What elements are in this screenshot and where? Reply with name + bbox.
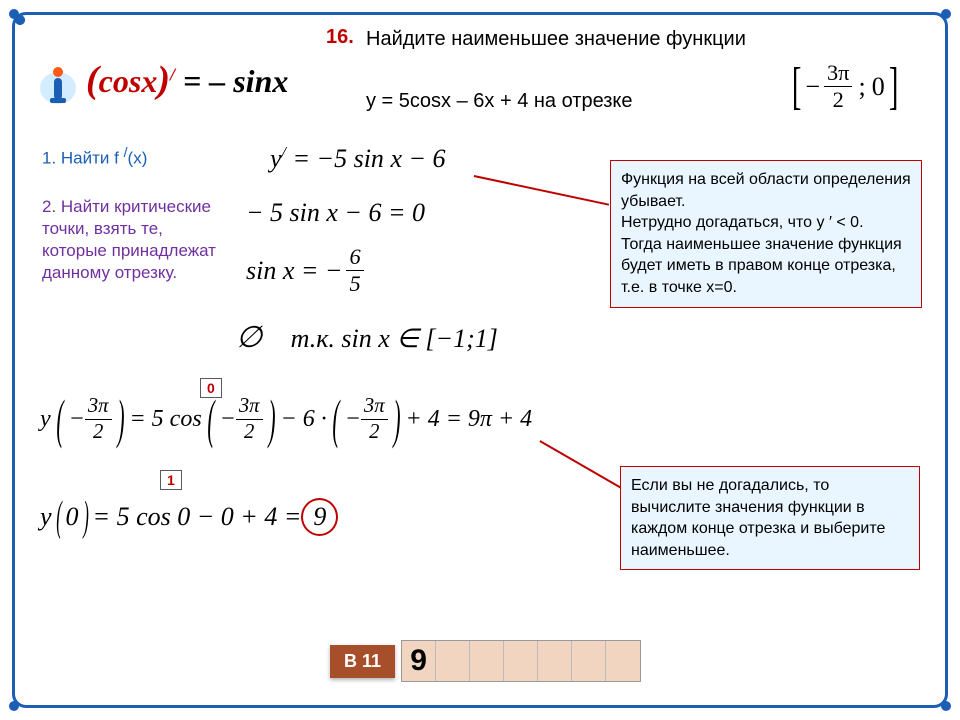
answer-cell-7[interactable] [606,641,640,681]
answer-cell-2[interactable] [436,641,470,681]
eq-zero: − 5 sin x − 6 = 0 [246,198,425,228]
derivative-rule: (cosx)/ = – sinx [86,58,288,102]
task-formula: у = 5cosx – 6x + 4 на отрезке [366,90,633,113]
tag-one: 1 [160,470,182,490]
explanation-box-1: Функция на всей области определения убыв… [610,160,922,308]
answer-cell-1[interactable]: 9 [402,641,436,681]
eq-emptyset: ∅ т.к. sin x ∈ [−1;1] [236,320,498,355]
answer-cells[interactable]: 9 [401,640,641,682]
eq-sinx: sin x = − 65 [246,246,364,296]
b11-badge: В 11 [330,645,395,678]
problem-number: 16. [326,26,354,49]
explanation-box-2: Если вы не догадались, то вычислите знач… [620,466,920,570]
task-line1: Найдите наименьшее значение функции [366,28,746,51]
eval-line-2: y ( 0 ) = 5 cos 0 − 0 + 4 = 9 [40,498,338,536]
task-line2: у = 5cosx – 6x + 4 на отрезке [366,90,633,113]
eval-line-1: y ( −3π2 ) = 5 cos ( −3π2 ) − 6 · ( −3π2… [40,396,532,442]
answer-cell-6[interactable] [572,641,606,681]
info-icon [36,62,80,106]
answer-circled: 9 [301,498,338,536]
step1-label: 1. Найти f /(x) [42,145,147,169]
answer-cell-3[interactable] [470,641,504,681]
step2-label: 2. Найти критические точки, взять те, ко… [42,196,222,284]
eq-derivative: y/ = −5 sin x − 6 [270,144,446,174]
answer-row: В 11 9 [330,640,641,682]
interval-bracket: [ −3π2 ; 0 ] [788,62,902,112]
answer-cell-4[interactable] [504,641,538,681]
answer-cell-5[interactable] [538,641,572,681]
